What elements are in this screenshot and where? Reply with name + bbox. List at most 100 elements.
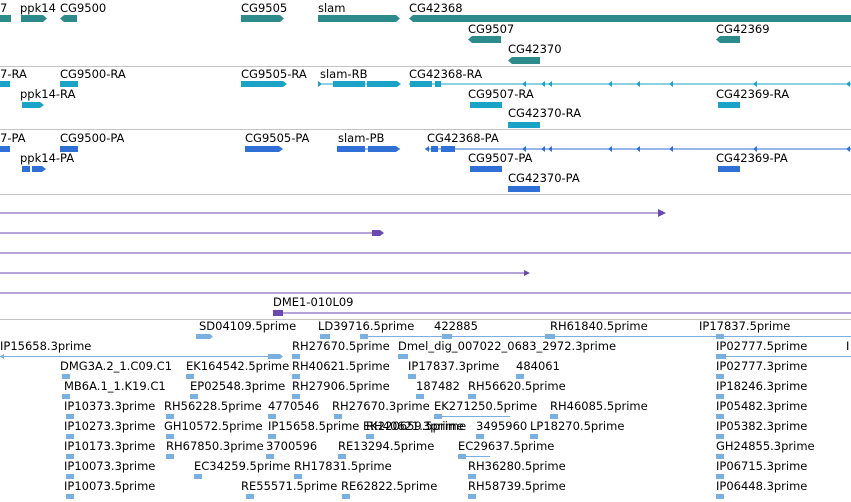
est-feature[interactable] xyxy=(66,434,724,439)
transcript-feature[interactable] xyxy=(241,81,287,87)
protein-label[interactable]: CG42369-PA xyxy=(716,151,788,165)
est-label[interactable]: IP02777.5prime xyxy=(716,339,808,353)
protein-feature[interactable] xyxy=(22,166,46,172)
est-label[interactable]: RH40621.5prime xyxy=(292,359,390,373)
alignment-feature[interactable] xyxy=(0,209,666,217)
est-label[interactable]: DMG3A.2_1.C09.C1 xyxy=(60,359,173,373)
protein-label[interactable]: CG9507-PA xyxy=(468,151,533,165)
protein-label[interactable]: CG42370-PA xyxy=(508,171,580,185)
est-feature[interactable] xyxy=(360,334,455,339)
est-label[interactable]: 187482 xyxy=(416,379,460,393)
est-label[interactable]: IP18246.3prime xyxy=(716,379,808,393)
gene-feature[interactable] xyxy=(318,15,400,22)
transcript-feature[interactable] xyxy=(718,102,740,108)
est-label[interactable]: 3700596 xyxy=(266,439,318,453)
transcript-label[interactable]: CG9505-RA xyxy=(241,67,307,81)
est-label[interactable]: RH67850.3prime xyxy=(166,439,264,453)
est-feature[interactable] xyxy=(66,454,724,459)
transcript-label[interactable]: CG9500-RA xyxy=(60,67,126,81)
est-label[interactable]: IP10273.3prime xyxy=(64,419,156,433)
gene-label[interactable]: ppk14 xyxy=(20,1,56,15)
gene-label[interactable]: CG9500 xyxy=(60,1,107,15)
est-label[interactable]: I xyxy=(846,339,850,353)
gene-feature[interactable] xyxy=(60,15,77,22)
gene-label[interactable]: CG42369 xyxy=(716,22,770,36)
est-feature[interactable] xyxy=(320,334,330,339)
est-label[interactable]: LP18270.5prime xyxy=(530,419,625,433)
transcript-feature[interactable] xyxy=(318,81,401,87)
gene-feature[interactable] xyxy=(0,15,11,22)
est-feature[interactable] xyxy=(455,334,555,339)
protein-label[interactable]: CG42368-PA xyxy=(427,131,499,145)
est-label[interactable]: IP15658.5prime xyxy=(268,419,360,433)
transcript-exon[interactable] xyxy=(0,81,10,87)
est-feature[interactable] xyxy=(716,354,851,359)
est-feature[interactable] xyxy=(555,334,851,339)
est-label[interactable]: 484061 xyxy=(516,359,560,373)
est-feature[interactable] xyxy=(292,354,408,359)
est-label[interactable]: IP10073.3prime xyxy=(64,459,156,473)
transcript-feature[interactable] xyxy=(22,102,44,108)
protein-feature[interactable] xyxy=(245,146,283,152)
est-label[interactable]: RE62822.5prime xyxy=(341,479,438,493)
est-feature[interactable] xyxy=(62,394,724,399)
est-label[interactable]: RH40621.3prime xyxy=(366,419,464,433)
transcript-label[interactable]: CG42369-RA xyxy=(716,87,790,101)
est-label[interactable]: EC29637.5prime xyxy=(458,439,555,453)
protein-feature[interactable] xyxy=(718,166,740,172)
protein-feature[interactable] xyxy=(60,146,78,152)
est-feature[interactable] xyxy=(66,474,724,479)
est-label[interactable]: IP05482.3prime xyxy=(716,399,808,413)
est-label[interactable]: 422885 xyxy=(434,319,478,333)
est-feature[interactable] xyxy=(66,414,724,419)
est-feature[interactable] xyxy=(66,494,724,499)
gene-label[interactable]: 7 xyxy=(0,1,8,15)
gene-label[interactable]: CG9505 xyxy=(241,1,288,15)
gene-feature[interactable] xyxy=(409,15,851,22)
est-feature[interactable] xyxy=(62,374,724,379)
est-label[interactable]: EK220659.5prime xyxy=(363,419,467,433)
est-label[interactable]: GH24855.3prime xyxy=(716,439,815,453)
est-label[interactable]: RH27670.3prime xyxy=(332,399,430,413)
est-label[interactable]: 3495960 xyxy=(476,419,528,433)
alignment-feature[interactable] xyxy=(273,310,851,316)
transcript-label[interactable]: ppk14-RA xyxy=(20,87,76,101)
est-label[interactable]: IP06448.3prime xyxy=(716,479,808,493)
gene-label[interactable]: slam xyxy=(318,1,346,15)
est-label[interactable]: EP02548.3prime xyxy=(190,379,286,393)
protein-feature[interactable] xyxy=(337,146,400,152)
transcript-feature[interactable] xyxy=(60,81,78,87)
transcript-label[interactable]: slam-RB xyxy=(320,67,368,81)
est-label[interactable]: RH36280.5prime xyxy=(468,459,566,473)
est-label[interactable]: SD04109.5prime xyxy=(199,319,297,333)
est-label[interactable]: IP17837.3prime xyxy=(408,359,500,373)
transcript-label[interactable]: 7-RA xyxy=(0,67,27,81)
transcript-feature[interactable] xyxy=(409,81,851,87)
est-label[interactable]: MB6A.1_1.K19.C1 xyxy=(64,379,166,393)
est-feature[interactable] xyxy=(0,354,283,359)
est-label[interactable]: RH27670.5prime xyxy=(292,339,390,353)
est-label[interactable]: EC34259.5prime xyxy=(194,459,291,473)
est-label[interactable]: LD39716.5prime xyxy=(318,319,415,333)
est-label[interactable]: IP10373.3prime xyxy=(64,399,156,413)
transcript-feature[interactable] xyxy=(470,102,502,108)
est-label[interactable]: IP06715.3prime xyxy=(716,459,808,473)
est-label[interactable]: IP10173.3prime xyxy=(64,439,156,453)
est-label[interactable]: Dmel_dig_007022_0683_2972.3prime xyxy=(398,339,617,353)
protein-label[interactable]: CG9505-PA xyxy=(245,131,310,145)
alignment-feature[interactable] xyxy=(0,270,530,276)
alignment-feature[interactable] xyxy=(0,230,384,236)
gene-feature[interactable] xyxy=(508,57,540,64)
est-label[interactable]: RE55571.5prime xyxy=(241,479,338,493)
est-label[interactable]: GH10572.5prime xyxy=(164,419,263,433)
est-label[interactable]: RH61840.5prime xyxy=(550,319,648,333)
transcript-label[interactable]: CG42370-RA xyxy=(508,106,582,120)
est-label[interactable]: IP17837.5prime xyxy=(699,319,791,333)
est-label[interactable]: RH58739.5prime xyxy=(468,479,566,493)
est-label[interactable]: IP10073.5prime xyxy=(64,479,156,493)
protein-feature[interactable] xyxy=(425,146,851,152)
gene-feature[interactable] xyxy=(716,36,740,43)
est-label[interactable]: RE13294.5prime xyxy=(338,439,435,453)
transcript-label[interactable]: CG42368-RA xyxy=(409,67,483,81)
est-label[interactable]: RH56228.5prime xyxy=(164,399,262,413)
